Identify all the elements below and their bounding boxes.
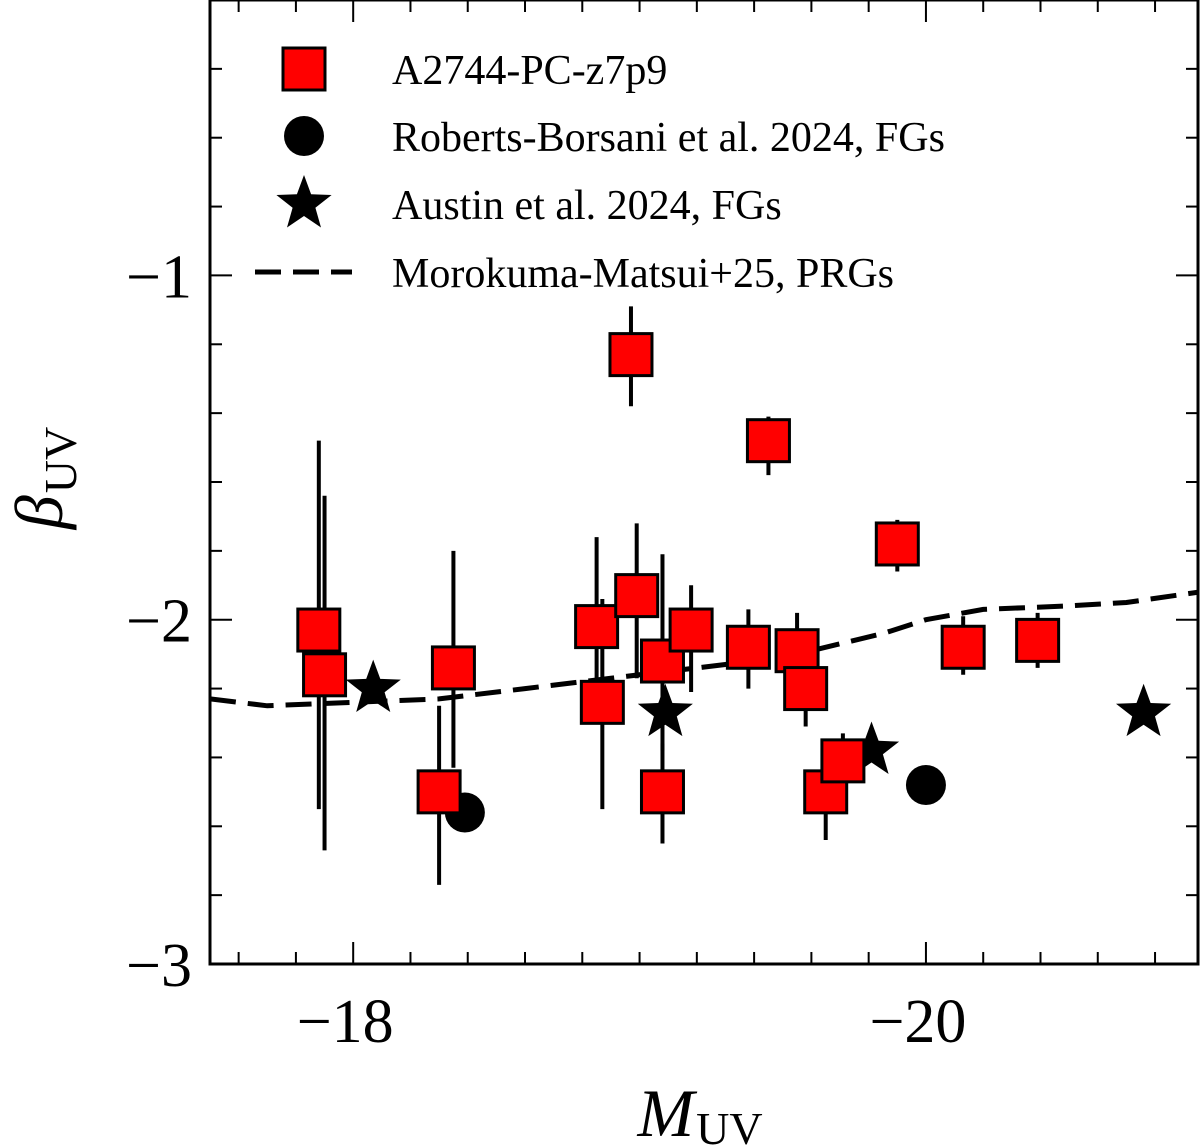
y-axis-label-sub: UV [35, 427, 86, 493]
y-tick-label: −3 [126, 932, 192, 1000]
y-tick-label: −1 [126, 243, 192, 311]
legend-label: Austin et al. 2024, FGs [392, 183, 782, 229]
legend: A2744-PC-z7p9 Roberts-Borsani et al. 2024… [255, 46, 945, 297]
legend-label: A2744-PC-z7p9 [392, 48, 667, 94]
square-point [430, 645, 476, 691]
legend-square-marker [281, 46, 327, 92]
square-point [1015, 617, 1061, 663]
circle-point [905, 764, 946, 805]
square-point [940, 624, 986, 670]
square-point [608, 332, 654, 378]
square-point [416, 769, 462, 815]
y-axis-label-main: β [1, 495, 77, 531]
axes-ticks: −3 −2 −1 −18 −20 [126, 0, 1198, 1056]
square-point [614, 573, 660, 619]
plot-frame [208, 0, 1200, 966]
y-axis-label: βUV [1, 427, 86, 531]
square-point [745, 418, 791, 464]
star-point [637, 683, 693, 737]
square-point [820, 738, 866, 784]
square-point [574, 604, 620, 650]
legend-circle-marker [284, 116, 324, 156]
square-point [774, 628, 820, 674]
x-axis-label-main: M [636, 1075, 697, 1146]
plot-data [210, 306, 1198, 885]
star-point [1116, 683, 1172, 737]
x-axis-label-sub: UV [696, 1103, 762, 1146]
square-point [296, 607, 342, 653]
square-point [668, 607, 714, 653]
square-point [302, 652, 348, 698]
legend-star-marker [276, 175, 332, 228]
y-tick-label: −2 [126, 588, 192, 656]
legend-label: Roberts-Borsani et al. 2024, FGs [392, 115, 945, 161]
star-point [843, 721, 900, 774]
legend-label: Morokuma-Matsui+25, PRGs [392, 251, 894, 297]
square-point [725, 624, 771, 670]
x-tick-label: −18 [297, 988, 394, 1056]
x-tick-label: −20 [869, 988, 966, 1056]
axis-labels: βUV MUV [1, 427, 763, 1146]
square-point [783, 666, 829, 712]
x-axis-label: MUV [636, 1075, 762, 1146]
star-point [345, 659, 401, 712]
square-point [579, 679, 625, 725]
square-point [639, 769, 685, 815]
square-point [874, 521, 920, 567]
